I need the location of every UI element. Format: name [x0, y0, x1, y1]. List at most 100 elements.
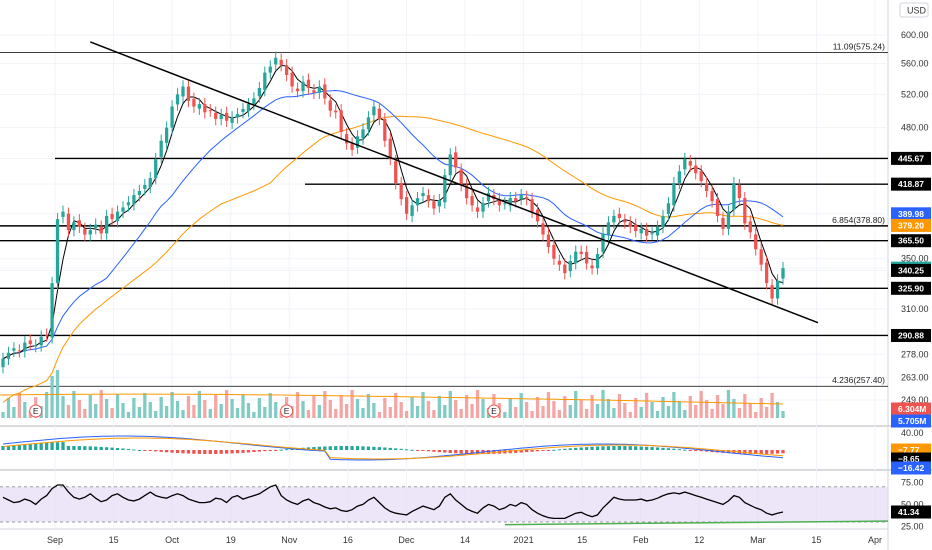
candle[interactable] [263, 66, 267, 97]
candle[interactable] [688, 154, 692, 172]
candle[interactable] [639, 222, 643, 240]
candle[interactable] [208, 104, 212, 117]
candle[interactable] [105, 209, 109, 240]
candle[interactable] [110, 207, 114, 226]
currency-badge[interactable]: USD [899, 2, 929, 18]
candle[interactable] [595, 247, 600, 275]
candle[interactable] [557, 254, 561, 271]
candle[interactable] [770, 279, 774, 305]
candle[interactable] [350, 137, 354, 157]
candle[interactable] [421, 186, 425, 203]
candle[interactable] [339, 104, 343, 139]
candle[interactable] [388, 132, 392, 166]
candle[interactable] [530, 192, 534, 218]
candle[interactable] [601, 227, 605, 259]
candle[interactable] [45, 328, 49, 342]
earnings-marker[interactable]: E [29, 404, 43, 418]
candle[interactable] [290, 66, 294, 93]
candle[interactable] [197, 97, 201, 115]
candle[interactable] [563, 258, 567, 280]
downtrend-line[interactable] [90, 41, 819, 324]
candle[interactable] [186, 80, 191, 108]
candle[interactable] [546, 228, 551, 254]
candle[interactable] [743, 191, 747, 230]
candle[interactable] [470, 189, 474, 212]
candle[interactable] [235, 107, 240, 124]
candle[interactable] [83, 222, 87, 241]
candle[interactable] [394, 154, 398, 190]
candle[interactable] [503, 197, 507, 210]
candle[interactable] [219, 108, 223, 126]
candle[interactable] [159, 134, 163, 164]
candle[interactable] [655, 220, 660, 242]
candle[interactable] [650, 227, 654, 240]
candle[interactable] [481, 197, 485, 218]
earnings-marker[interactable]: E [487, 404, 501, 418]
candle[interactable] [748, 215, 752, 239]
candle[interactable] [579, 245, 583, 261]
candle[interactable] [252, 92, 256, 111]
candle[interactable] [448, 148, 452, 182]
candle[interactable] [72, 216, 76, 237]
candle[interactable] [148, 171, 152, 194]
candle[interactable] [39, 330, 43, 352]
candle[interactable] [765, 256, 769, 290]
candle[interactable] [285, 58, 289, 82]
candle[interactable] [77, 214, 81, 234]
candle[interactable] [257, 81, 261, 103]
candle[interactable] [475, 201, 480, 218]
candle[interactable] [192, 92, 196, 113]
candle[interactable] [590, 259, 594, 275]
candle[interactable] [666, 197, 671, 221]
candle[interactable] [519, 188, 523, 206]
candle[interactable] [399, 176, 403, 206]
candle[interactable] [203, 97, 207, 119]
candle[interactable] [459, 163, 463, 192]
candle[interactable] [606, 216, 611, 242]
candle[interactable] [497, 192, 501, 212]
candle[interactable] [306, 73, 311, 95]
candle[interactable] [170, 100, 174, 134]
candle[interactable] [334, 104, 338, 119]
candle[interactable] [181, 80, 185, 103]
candle[interactable] [628, 216, 632, 234]
candle[interactable] [295, 82, 300, 98]
candle[interactable] [661, 209, 665, 234]
candle[interactable] [143, 178, 147, 196]
candle[interactable] [12, 342, 16, 357]
candle[interactable] [426, 188, 431, 208]
candle[interactable] [410, 199, 414, 223]
candle[interactable] [726, 205, 731, 236]
candle[interactable] [737, 178, 741, 205]
candle[interactable] [355, 130, 360, 155]
candle[interactable] [115, 205, 120, 228]
candle[interactable] [405, 190, 409, 221]
candle[interactable] [574, 245, 578, 270]
candle[interactable] [165, 121, 169, 150]
candle[interactable] [377, 102, 381, 126]
candle[interactable] [66, 207, 71, 237]
candle[interactable] [132, 188, 136, 211]
candle[interactable] [34, 339, 38, 353]
candle[interactable] [508, 191, 512, 212]
candle[interactable] [694, 159, 698, 180]
candle[interactable] [23, 336, 27, 358]
candle[interactable] [121, 201, 125, 218]
candle[interactable] [486, 186, 491, 208]
candle[interactable] [721, 211, 725, 236]
candle[interactable] [154, 152, 158, 185]
candle[interactable] [699, 165, 703, 188]
candle[interactable] [715, 192, 720, 223]
candle[interactable] [301, 75, 305, 98]
candle[interactable] [710, 184, 714, 208]
candle[interactable] [775, 274, 780, 305]
candle[interactable] [617, 207, 621, 225]
candle[interactable] [759, 243, 763, 271]
candle[interactable] [225, 106, 229, 128]
candle[interactable] [246, 97, 251, 118]
candle[interactable] [443, 169, 447, 209]
candle[interactable] [454, 146, 458, 174]
candle[interactable] [274, 51, 278, 71]
candle[interactable] [50, 276, 54, 344]
candle[interactable] [781, 261, 785, 285]
